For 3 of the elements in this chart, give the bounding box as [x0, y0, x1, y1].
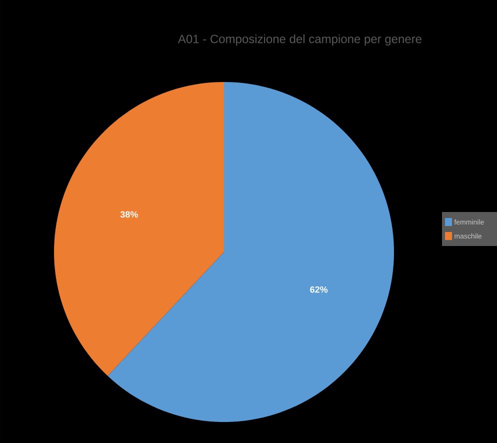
data-label: 38%: [120, 211, 138, 218]
data-label: 62%: [310, 286, 328, 293]
chart-title: A01 - Composizione del campione per genere: [178, 34, 422, 46]
